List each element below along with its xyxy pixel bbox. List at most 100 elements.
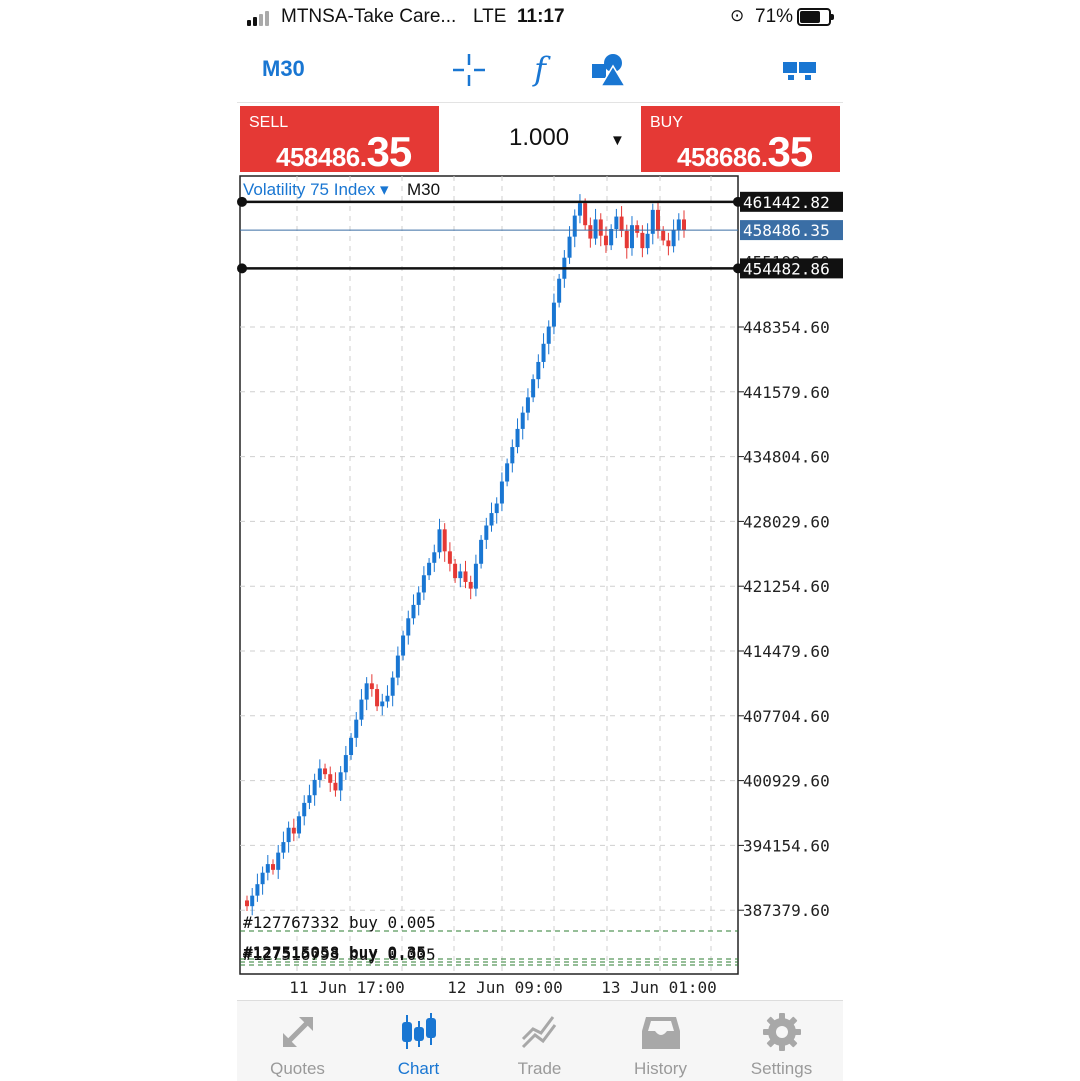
candlestick-chart[interactable]: 448354.60 441579.60 434804.60 428029.60 4212… — [237, 174, 843, 1000]
candle-body — [650, 209, 655, 234]
tab-quotes[interactable]: Quotes — [237, 1001, 358, 1081]
candle-body — [395, 655, 400, 678]
price-axis-label: 428029.60 — [743, 512, 830, 531]
price-axis-label: 414479.60 — [743, 642, 830, 661]
candle-body — [302, 802, 307, 817]
sell-button[interactable]: SELL 458486.35 — [240, 106, 439, 175]
price-axis-label: 448354.60 — [743, 318, 830, 337]
sell-price-main: 458486. — [276, 142, 367, 172]
candle-body — [437, 529, 442, 553]
volume-dropdown-icon[interactable]: ▼ — [610, 132, 625, 149]
candle-body — [307, 795, 312, 803]
candle-body — [661, 230, 666, 241]
candle-body — [603, 235, 608, 246]
candle-body — [442, 529, 447, 552]
candle-body — [557, 278, 562, 303]
chart-toolbar: M30 f — [237, 36, 843, 103]
candle-body — [635, 225, 640, 233]
candle-body — [390, 677, 395, 696]
battery-icon — [797, 8, 831, 26]
candle-body — [609, 229, 614, 246]
sell-price: 458486.35 — [276, 128, 412, 176]
tab-chart-label: Chart — [397, 1059, 440, 1078]
candle-body — [531, 379, 536, 398]
trade-icon — [521, 1016, 557, 1049]
chart-timeframe-label: M30 — [407, 180, 441, 199]
price-axis-label: 387379.60 — [743, 901, 830, 920]
order-label: #127515058 buy 0.35 — [243, 943, 426, 962]
candle-body — [583, 203, 588, 226]
chart-area[interactable]: 448354.60 441579.60 434804.60 428029.60 4212… — [237, 174, 843, 1000]
candle-body — [588, 225, 593, 239]
objects-icon[interactable] — [589, 50, 629, 90]
crosshair-icon[interactable] — [449, 50, 489, 90]
candle-body — [479, 539, 484, 564]
network-type: LTE — [473, 6, 507, 27]
status-bar: MTNSA-Take Care... LTE 11:17 ⊙ 71% — [237, 0, 843, 34]
order-label: #127516793 buy 0.005 — [243, 945, 436, 964]
buy-label: BUY — [650, 114, 683, 131]
candle-body — [364, 683, 369, 700]
candle-body — [343, 755, 348, 773]
candle-body — [421, 575, 426, 593]
candle-body — [494, 503, 499, 514]
candle-body — [614, 216, 619, 230]
candle-body — [323, 768, 328, 775]
price-axis-label: 421254.60 — [743, 577, 830, 596]
symbol-selector[interactable]: Volatility 75 Index ▾ — [243, 180, 389, 199]
status-time: 11:17 — [517, 6, 565, 27]
time-axis-label: 11 Jun 17:00 — [289, 978, 405, 997]
candle-body — [682, 219, 686, 231]
candle-body — [447, 551, 452, 564]
candle-body — [349, 737, 354, 756]
signal-bar-1 — [247, 20, 251, 26]
candle-body — [297, 816, 302, 834]
order-label: #127767332 buy 0.005 — [243, 913, 436, 932]
time-axis-label: 12 Jun 09:00 — [447, 978, 563, 997]
candle-body — [567, 236, 572, 258]
candle-body — [265, 864, 270, 873]
tab-chart[interactable]: Chart — [358, 1001, 479, 1081]
tab-history[interactable]: History — [600, 1001, 721, 1081]
bid-price-tag — [740, 220, 843, 241]
candle-body — [666, 240, 671, 247]
candle-body — [515, 428, 520, 448]
candle-body — [369, 683, 374, 690]
sell-label: SELL — [249, 114, 289, 131]
carrier-name: MTNSA-Take Care... — [281, 6, 457, 27]
level-price-label: 454482.86 — [743, 259, 830, 278]
tab-trade-label: Trade — [517, 1059, 562, 1078]
candle-body — [655, 209, 660, 231]
buy-button[interactable]: BUY 458686.35 — [641, 106, 840, 175]
candle-body — [406, 618, 411, 636]
timeframe-button[interactable]: M30 — [262, 56, 305, 81]
volume-field[interactable]: 1.000 — [509, 124, 570, 151]
tab-trade[interactable]: Trade — [479, 1001, 600, 1081]
buy-price-main: 458686. — [677, 142, 768, 172]
candle-body — [468, 581, 473, 589]
candle-body — [645, 233, 650, 249]
candle-body — [375, 689, 380, 707]
windows-icon[interactable] — [780, 50, 820, 90]
candle-body — [510, 447, 515, 464]
signal-bar-4 — [265, 11, 269, 26]
buy-price: 458686.35 — [677, 128, 813, 176]
indicators-f-icon[interactable]: f — [520, 50, 560, 90]
price-axis-label: 407704.60 — [743, 707, 830, 726]
candle-body — [525, 397, 530, 413]
quotes-icon — [283, 1017, 313, 1047]
candle-body — [276, 852, 281, 870]
level-price-label: 461442.82 — [743, 193, 830, 212]
candle-body — [536, 361, 541, 380]
candle-body — [359, 699, 364, 720]
candle-body — [572, 215, 577, 237]
level-handle-left — [237, 196, 247, 207]
candle-body — [546, 326, 551, 344]
price-axis-label: 434804.60 — [743, 448, 830, 467]
tab-settings[interactable]: Settings — [721, 1001, 842, 1081]
candle-body — [338, 772, 343, 791]
candle-body — [385, 695, 390, 702]
price-axis-label: 394154.60 — [743, 836, 830, 855]
candle-body — [458, 571, 463, 579]
candle-body — [380, 701, 385, 707]
